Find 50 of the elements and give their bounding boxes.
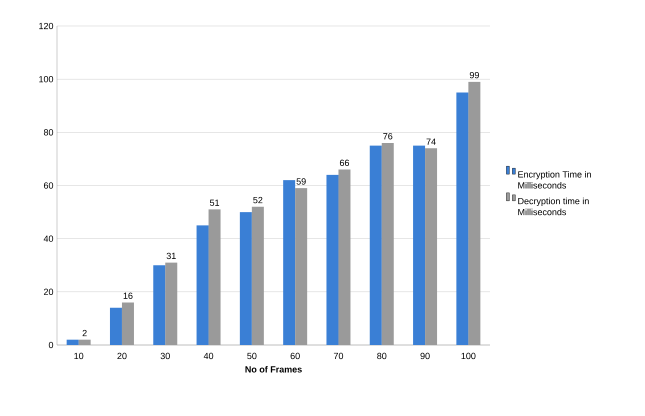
bar xyxy=(456,92,468,345)
y-tick-label: 100 xyxy=(39,76,54,82)
bar xyxy=(283,180,296,345)
bar xyxy=(425,148,438,345)
bar xyxy=(208,209,221,345)
bar xyxy=(413,146,426,345)
data-label: 16 xyxy=(124,292,133,299)
bar xyxy=(252,206,264,345)
data-label: 31 xyxy=(166,252,176,260)
x-tick-label: 30 xyxy=(160,352,170,360)
y-tick-label: 0 xyxy=(48,342,54,348)
bar xyxy=(78,340,91,345)
bar xyxy=(240,212,252,345)
x-tick-label: 100 xyxy=(462,352,476,360)
bar xyxy=(110,308,122,345)
data-label: 59 xyxy=(296,178,306,185)
x-tick-label: 60 xyxy=(290,352,300,360)
bar xyxy=(66,340,79,345)
x-tick-label: 40 xyxy=(204,352,214,360)
bar xyxy=(370,146,382,345)
bar xyxy=(196,225,209,345)
x-tick-label: 90 xyxy=(420,352,430,360)
bar xyxy=(295,188,308,345)
bar xyxy=(165,262,178,345)
y-tick-label: 40 xyxy=(44,235,54,242)
y-tick-label: 80 xyxy=(44,129,54,136)
bar xyxy=(326,174,338,345)
data-label: 2 xyxy=(82,330,87,336)
data-label: 76 xyxy=(383,133,392,140)
data-label: 66 xyxy=(340,160,350,166)
y-tick-label: 20 xyxy=(44,288,54,296)
x-tick-label: 20 xyxy=(117,352,127,360)
data-label: 51 xyxy=(210,200,220,206)
bar xyxy=(338,170,350,345)
bar xyxy=(468,82,480,345)
bar xyxy=(382,142,394,345)
y-tick-label: 120 xyxy=(39,22,54,30)
x-tick-label: 70 xyxy=(334,352,344,360)
y-tick-label: 60 xyxy=(44,182,54,189)
x-axis-title: No of Frames xyxy=(245,366,302,373)
data-label: 99 xyxy=(470,72,479,78)
bar xyxy=(153,265,166,345)
bar xyxy=(122,302,134,345)
x-tick-label: 80 xyxy=(377,352,386,360)
x-tick-label: 10 xyxy=(74,352,84,360)
legend-label: Encryption Time in Milliseconds xyxy=(518,170,591,189)
data-label: 52 xyxy=(253,196,262,204)
legend-label: Decryption time in Milliseconds xyxy=(518,198,589,216)
data-label: 74 xyxy=(426,138,436,145)
x-tick-label: 50 xyxy=(247,352,256,360)
